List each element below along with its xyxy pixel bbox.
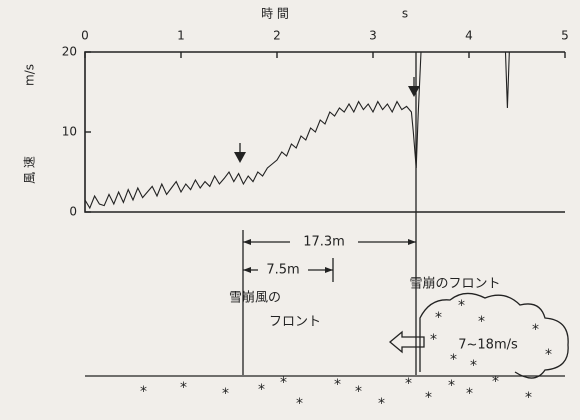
x-tick-label: 0 bbox=[81, 29, 89, 43]
svg-text:*: * bbox=[525, 390, 532, 406]
svg-text:*: * bbox=[334, 377, 341, 393]
svg-text:*: * bbox=[492, 374, 499, 390]
svg-text:*: * bbox=[222, 386, 229, 402]
svg-text:*: * bbox=[296, 396, 303, 412]
front-label: 雪崩のフロント bbox=[409, 277, 500, 292]
plot-frame bbox=[85, 52, 565, 212]
svg-text:*: * bbox=[140, 384, 147, 400]
x-tick-label: 1 bbox=[177, 29, 185, 43]
arrow-marker bbox=[408, 77, 420, 97]
snow-cloud bbox=[420, 293, 568, 378]
x-tick-label: 3 bbox=[369, 29, 377, 43]
svg-text:*: * bbox=[435, 310, 442, 326]
svg-text:*: * bbox=[425, 390, 432, 406]
front-label: フロント bbox=[269, 315, 321, 330]
y-tick-label: 20 bbox=[62, 45, 77, 59]
direction-arrow bbox=[390, 332, 424, 352]
y-axis-unit: m/s bbox=[23, 64, 37, 86]
wind-speed-line bbox=[85, 52, 565, 208]
x-tick-label: 5 bbox=[561, 29, 569, 43]
chart: 時 間 s 風 速 m/s 17.3m 7.5m 雪崩風の フロント 雪崩のフロ… bbox=[0, 0, 580, 420]
svg-text:*: * bbox=[545, 347, 552, 363]
x-axis-label: 時 間 bbox=[261, 7, 289, 21]
svg-text:*: * bbox=[180, 380, 187, 396]
x-tick-label: 4 bbox=[465, 29, 473, 43]
svg-text:*: * bbox=[258, 382, 265, 398]
svg-text:*: * bbox=[405, 376, 412, 392]
y-tick-label: 10 bbox=[62, 125, 77, 139]
x-tick-label: 2 bbox=[273, 29, 281, 43]
distance-label: 7.5m bbox=[266, 263, 299, 278]
svg-text:*: * bbox=[470, 358, 477, 374]
svg-text:*: * bbox=[450, 352, 457, 368]
svg-text:*: * bbox=[378, 396, 385, 412]
arrow-marker bbox=[234, 143, 246, 163]
svg-text:*: * bbox=[458, 298, 465, 314]
svg-text:*: * bbox=[430, 332, 437, 348]
svg-text:*: * bbox=[466, 386, 473, 402]
x-axis-unit: s bbox=[402, 7, 408, 21]
y-axis-label: 風 速 bbox=[23, 156, 37, 184]
snow-particles: * * * * * * * * * * * * * * * * * * * * * * * bbox=[140, 298, 552, 412]
svg-text:*: * bbox=[532, 322, 539, 338]
svg-text:*: * bbox=[448, 378, 455, 394]
y-tick-label: 0 bbox=[69, 205, 77, 219]
svg-text:*: * bbox=[478, 314, 485, 330]
speed-label: 7~18m/s bbox=[458, 338, 518, 353]
svg-text:*: * bbox=[280, 375, 287, 391]
distance-label: 17.3m bbox=[303, 235, 345, 250]
svg-text:*: * bbox=[355, 384, 362, 400]
front-label: 雪崩風の bbox=[229, 291, 281, 306]
